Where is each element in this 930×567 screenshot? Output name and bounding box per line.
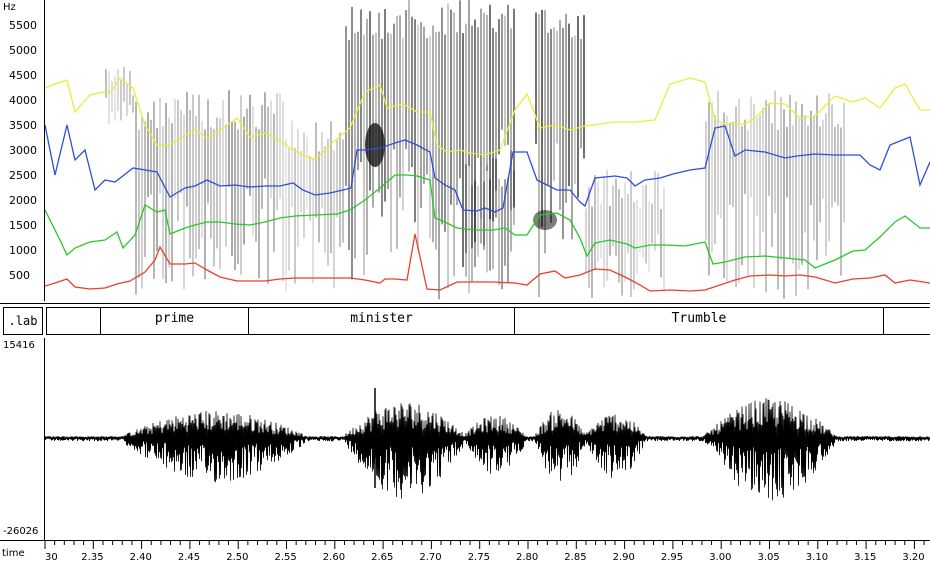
segment-label[interactable] [884, 308, 930, 334]
time-tick-label: 2.65 [371, 552, 393, 563]
frequency-tick-label: 2500 [9, 169, 37, 182]
time-tick-label: 2.40 [130, 552, 152, 563]
time-ruler-ticks[interactable]: 30 2.35 2.40 2.45 2.50 2.55 2.60 2.65 2.70 2.75 2.… [44, 541, 930, 567]
waveform-plot[interactable] [45, 338, 930, 540]
time-tick-label: 2.85 [564, 552, 586, 563]
frequency-tick-label: 4500 [9, 69, 37, 82]
waveform-panel[interactable]: 15416 -26026 [0, 338, 930, 540]
tier-name-label[interactable]: .lab [3, 307, 43, 335]
segment-label-prime[interactable]: prime [154, 311, 195, 326]
time-tick-label: 2.45 [178, 552, 200, 563]
time-tick-label: 3.20 [902, 552, 924, 563]
spectrogram-image[interactable] [45, 0, 930, 301]
time-tick-label: 2.35 [81, 552, 103, 563]
segment-boundary[interactable] [883, 308, 884, 334]
frequency-unit-label: Hz [3, 2, 16, 13]
segment-label[interactable] [47, 308, 100, 334]
frequency-tick-label: 3000 [9, 144, 37, 157]
time-tick-label: 2.75 [468, 552, 490, 563]
frequency-tick-label: 500 [9, 269, 30, 282]
frequency-tick-label: 1000 [9, 244, 37, 257]
spectrogram-energy [105, 0, 845, 300]
time-tick-label: 2.70 [419, 552, 441, 563]
time-ruler[interactable]: 30 2.35 2.40 2.45 2.50 2.55 2.60 2.65 2.70 2.75 2.… [44, 541, 930, 567]
spectrogram-panel[interactable]: Hz 5500 5000 4500 4000 3500 3000 2500 2000 1500 1… [0, 0, 930, 301]
time-tick-label: 2.80 [516, 552, 538, 563]
amplitude-min-label: -26026 [3, 526, 39, 537]
time-axis[interactable]: time 30 2.35 2.40 2.45 2.50 2.55 2.60 2.65 2.70 2… [0, 540, 930, 567]
time-tick-label: 2.50 [226, 552, 248, 563]
time-tick-label: 2.90 [613, 552, 635, 563]
segment-label-minister[interactable]: minister [350, 311, 413, 326]
frequency-tick-label: 1500 [9, 219, 37, 232]
time-tick-label: 3.05 [758, 552, 780, 563]
frequency-axis: Hz 5500 5000 4500 4000 3500 3000 2500 2000 1500 1… [0, 0, 45, 301]
time-tick-label: 2.60 [323, 552, 345, 563]
time-tick-label: 2.55 [275, 552, 297, 563]
spectrogram-plot[interactable] [45, 0, 930, 301]
frequency-tick-label: 4000 [9, 94, 37, 107]
amplitude-axis: 15416 -26026 [0, 338, 45, 540]
time-tick-label: 3.10 [806, 552, 828, 563]
time-axis-name: time [2, 548, 25, 559]
time-tick-label: 30 [45, 552, 58, 563]
time-tick-label: 2.95 [661, 552, 683, 563]
segment-boundary[interactable] [248, 308, 249, 334]
segment-boundary[interactable] [514, 308, 515, 334]
waveform-trace[interactable] [45, 338, 930, 540]
frequency-tick-label: 5000 [9, 44, 37, 57]
label-tier[interactable]: .lab prime minister Trumble [0, 303, 930, 339]
frequency-tick-label: 3500 [9, 119, 37, 132]
segment-boundary[interactable] [100, 308, 101, 334]
time-tick-label: 3.00 [709, 552, 731, 563]
amplitude-max-label: 15416 [3, 340, 35, 351]
segment-label-trumble[interactable]: Trumble [671, 311, 727, 326]
frequency-tick-label: 5500 [9, 19, 37, 32]
label-tier-track[interactable]: prime minister Trumble [46, 307, 930, 335]
frequency-tick-label: 2000 [9, 194, 37, 207]
time-tick-label: 3.15 [854, 552, 876, 563]
